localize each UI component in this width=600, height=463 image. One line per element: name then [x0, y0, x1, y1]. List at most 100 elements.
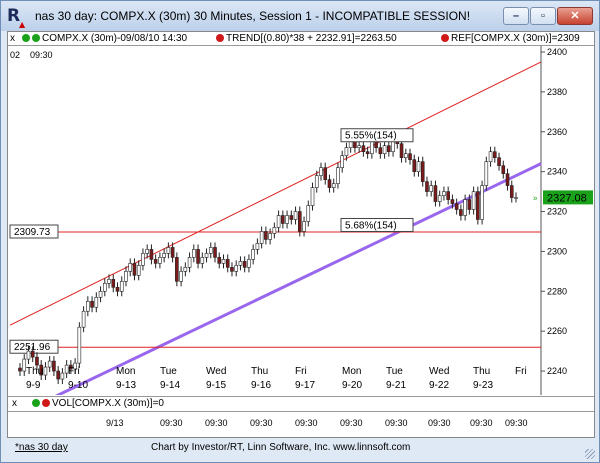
day-label-day: Fri	[515, 366, 527, 377]
annotation-box	[340, 128, 414, 143]
day-label-day: Mon	[116, 366, 135, 377]
candle	[459, 209, 463, 216]
day-label-day: Fri	[295, 366, 307, 377]
candle	[463, 199, 467, 216]
candle	[136, 265, 141, 276]
ref-legend[interactable]: REF[COMPX.X (30m)]=2309	[441, 33, 580, 45]
time-axis-label: 9/13	[106, 418, 124, 428]
ref-legend-text: REF[COMPX.X (30m)]=2309	[451, 33, 580, 44]
candle	[454, 203, 459, 210]
top-left-label: 02	[10, 50, 20, 60]
candle	[230, 267, 234, 272]
candle	[26, 350, 31, 360]
trend-legend[interactable]: TREND[(0.80)*38 + 2232.91]=2263.50	[216, 33, 397, 45]
day-label-day: Wed	[206, 366, 226, 377]
candles	[18, 134, 518, 385]
candle	[488, 151, 493, 162]
app-logo-icon: R ▲	[7, 6, 26, 29]
trend-channel	[9, 61, 542, 401]
credit-text: Chart by Investor/RT, Linn Software, Inc…	[151, 442, 411, 453]
y-tick-label: 2300	[547, 246, 567, 256]
candle	[30, 350, 35, 358]
legend-close-icon[interactable]: x	[10, 33, 15, 44]
candle	[183, 267, 188, 272]
candle	[420, 161, 425, 182]
candle	[98, 290, 103, 298]
y-tick-label: 2400	[547, 47, 567, 57]
candle	[480, 185, 484, 220]
status-bar: *nas 30 day Chart by Investor/RT, Linn S…	[1, 439, 599, 462]
price-chart[interactable]: 02 09:30 2400 2380 2360 2340 2320 2300 2280 226…	[8, 46, 594, 401]
candle	[378, 147, 383, 154]
candle	[166, 247, 171, 254]
top-time-label: 09:30	[30, 50, 53, 60]
y-tick-label: 2380	[547, 87, 567, 97]
candle	[192, 249, 196, 258]
day-label-date: 9-21	[386, 380, 406, 391]
time-axis-label: 09:30	[160, 418, 183, 428]
day-label-day: Mon	[342, 366, 361, 377]
chart-name-link[interactable]: *nas 30 day	[15, 442, 68, 453]
day-label-day: Thu	[473, 366, 490, 377]
candle	[187, 257, 192, 268]
time-axis: 9/13 09:30 09:30 09:30 09:30 09:30 09:30 09:30 0…	[8, 413, 594, 437]
candle	[242, 261, 247, 268]
candle	[361, 145, 366, 152]
candle	[416, 161, 421, 172]
volume-panel[interactable]: VOL[COMPX.X (30m)]=0 x	[8, 396, 594, 412]
time-axis-label: 09:30	[505, 418, 528, 428]
green-dot-icon	[32, 34, 40, 42]
window-title: nas 30 day: COMPX.X (30m) 30 Minutes, Se…	[35, 9, 471, 23]
candle	[433, 185, 438, 202]
symbol-legend[interactable]: COMPX.X (30m)-09/08/10 14:30	[22, 33, 187, 45]
y-tick-label: 2260	[547, 326, 567, 336]
candle	[365, 151, 370, 154]
candle	[289, 215, 294, 220]
candle	[340, 155, 344, 168]
candle	[476, 191, 480, 220]
candle	[251, 249, 255, 260]
minimize-button[interactable]: –	[503, 7, 529, 25]
candle	[437, 195, 442, 202]
candle	[306, 205, 311, 222]
candle	[493, 151, 497, 158]
y-tick-label: 2240	[547, 366, 567, 376]
candle	[509, 185, 514, 198]
annotation-box	[340, 217, 414, 232]
candle	[247, 259, 251, 268]
candle	[471, 191, 476, 210]
candle	[208, 247, 213, 254]
red-dot-icon	[441, 34, 449, 42]
candle	[255, 243, 260, 250]
candle	[497, 157, 501, 166]
last-price-box	[543, 190, 593, 205]
time-axis-label: 09:30	[428, 418, 451, 428]
candle	[124, 271, 128, 282]
title-bar[interactable]: R ▲ nas 30 day: COMPX.X (30m) 30 Minutes,…	[1, 1, 599, 31]
resize-grip-icon[interactable]	[585, 449, 595, 459]
day-label-day: Tue	[160, 366, 177, 377]
day-label-date: 9-9	[26, 380, 41, 391]
volume-close-icon[interactable]: x	[12, 398, 17, 409]
candle	[442, 191, 446, 196]
symbol-legend-text: COMPX.X (30m)-09/08/10 14:30	[42, 33, 188, 44]
candle	[225, 259, 230, 268]
day-label-day: Fri	[68, 366, 80, 377]
maximize-button[interactable]: ▫	[530, 7, 556, 25]
red-dot-icon	[42, 399, 50, 407]
candle	[281, 215, 285, 224]
candle	[196, 249, 200, 264]
day-label-day: Tue	[386, 366, 403, 377]
close-button[interactable]: ✕	[557, 7, 593, 25]
candle	[331, 183, 336, 188]
candle	[268, 233, 272, 240]
last-price-marker: » 2327.08	[533, 190, 593, 205]
y-tick-label: 2320	[547, 207, 567, 217]
candle	[213, 247, 217, 258]
chart-frame[interactable]: x COMPX.X (30m)-09/08/10 14:30 TREND[(0.…	[7, 31, 595, 438]
price-panel[interactable]: 02 09:30 2400 2380 2360 2340 2320 2300 2280 226…	[8, 46, 594, 401]
day-labels: Thu 9-9 Fri 9-10 Mon 9-13 Tue 9-14 Wed 9-15 Thu 9-1…	[26, 366, 527, 391]
last-price-arrow-icon: »	[533, 193, 538, 202]
candle	[293, 211, 298, 220]
